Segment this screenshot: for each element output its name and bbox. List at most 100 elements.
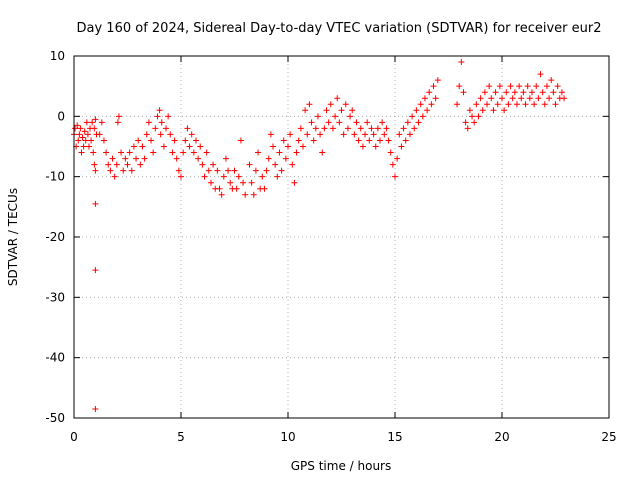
data-point bbox=[334, 95, 341, 102]
data-point bbox=[297, 125, 304, 132]
data-point bbox=[507, 83, 514, 90]
data-point bbox=[366, 137, 373, 144]
data-point bbox=[387, 149, 394, 156]
data-point bbox=[263, 167, 270, 174]
data-point bbox=[304, 131, 311, 138]
data-point bbox=[299, 143, 306, 150]
data-point bbox=[381, 131, 388, 138]
data-point bbox=[261, 185, 268, 192]
data-point bbox=[143, 131, 150, 138]
data-point bbox=[167, 131, 174, 138]
data-point bbox=[355, 137, 362, 144]
data-point bbox=[79, 134, 86, 141]
data-point bbox=[385, 137, 392, 144]
data-point bbox=[528, 89, 535, 96]
data-point bbox=[456, 83, 463, 90]
data-point bbox=[424, 107, 431, 114]
data-point bbox=[169, 149, 176, 156]
x-tick-label: 10 bbox=[280, 430, 295, 444]
data-point bbox=[417, 101, 424, 108]
x-axis-label: GPS time / hours bbox=[291, 459, 392, 473]
data-point bbox=[406, 131, 413, 138]
data-point bbox=[205, 167, 212, 174]
data-point bbox=[537, 71, 544, 78]
data-point bbox=[118, 149, 125, 156]
data-point bbox=[541, 101, 548, 108]
data-point bbox=[218, 191, 225, 198]
data-point bbox=[477, 95, 484, 102]
data-point bbox=[319, 149, 326, 156]
data-point bbox=[473, 101, 480, 108]
data-point bbox=[278, 167, 285, 174]
data-point bbox=[454, 101, 461, 108]
data-point bbox=[501, 107, 508, 114]
data-point bbox=[481, 89, 488, 96]
data-point bbox=[396, 131, 403, 138]
data-point bbox=[272, 161, 279, 168]
data-point bbox=[274, 173, 281, 180]
data-point bbox=[340, 131, 347, 138]
x-tick-label: 5 bbox=[177, 430, 185, 444]
data-point bbox=[90, 149, 97, 156]
data-point bbox=[317, 131, 324, 138]
data-point bbox=[524, 83, 531, 90]
data-point bbox=[235, 173, 242, 180]
data-point bbox=[336, 119, 343, 126]
data-point bbox=[419, 113, 426, 120]
data-point bbox=[421, 95, 428, 102]
data-point bbox=[133, 155, 140, 162]
data-point bbox=[543, 83, 550, 90]
data-point bbox=[312, 125, 319, 132]
data-point bbox=[76, 131, 83, 138]
chart-title: Day 160 of 2024, Sidereal Day-to-day VTE… bbox=[77, 21, 602, 36]
data-point bbox=[203, 149, 210, 156]
data-point bbox=[92, 267, 99, 274]
data-point bbox=[173, 155, 180, 162]
data-point bbox=[464, 125, 471, 132]
data-point bbox=[199, 161, 206, 168]
data-point bbox=[192, 137, 199, 144]
data-point bbox=[383, 125, 390, 132]
data-point bbox=[92, 167, 99, 174]
data-point bbox=[197, 143, 204, 150]
data-point bbox=[484, 101, 491, 108]
data-point bbox=[409, 113, 416, 120]
data-point bbox=[295, 137, 302, 144]
y-tick-label: 0 bbox=[57, 109, 65, 123]
data-point bbox=[490, 107, 497, 114]
data-point bbox=[357, 125, 364, 132]
y-tick-label: -30 bbox=[45, 290, 65, 304]
data-point bbox=[282, 155, 289, 162]
data-point bbox=[520, 89, 527, 96]
data-point bbox=[526, 95, 533, 102]
data-point bbox=[109, 155, 116, 162]
data-point bbox=[92, 200, 99, 207]
data-point bbox=[252, 167, 259, 174]
data-point bbox=[96, 131, 103, 138]
data-point bbox=[347, 113, 354, 120]
data-point bbox=[398, 143, 405, 150]
grid bbox=[74, 56, 609, 418]
data-point bbox=[344, 125, 351, 132]
data-point bbox=[160, 143, 167, 150]
data-point bbox=[184, 125, 191, 132]
data-point bbox=[558, 89, 565, 96]
data-point bbox=[267, 131, 274, 138]
x-axis-ticks: 0 5 10 15 20 25 bbox=[70, 56, 617, 444]
data-point bbox=[154, 113, 161, 120]
data-point bbox=[404, 119, 411, 126]
data-point bbox=[227, 179, 234, 186]
data-point bbox=[105, 161, 112, 168]
data-point bbox=[426, 89, 433, 96]
data-point bbox=[111, 173, 118, 180]
data-point bbox=[114, 119, 121, 126]
data-point bbox=[178, 173, 184, 180]
data-points bbox=[71, 59, 568, 412]
data-point bbox=[550, 89, 557, 96]
data-point bbox=[509, 95, 516, 102]
data-point bbox=[379, 119, 386, 126]
data-point bbox=[92, 405, 99, 412]
data-point bbox=[321, 125, 328, 132]
data-point bbox=[518, 95, 525, 102]
data-point bbox=[83, 119, 90, 126]
